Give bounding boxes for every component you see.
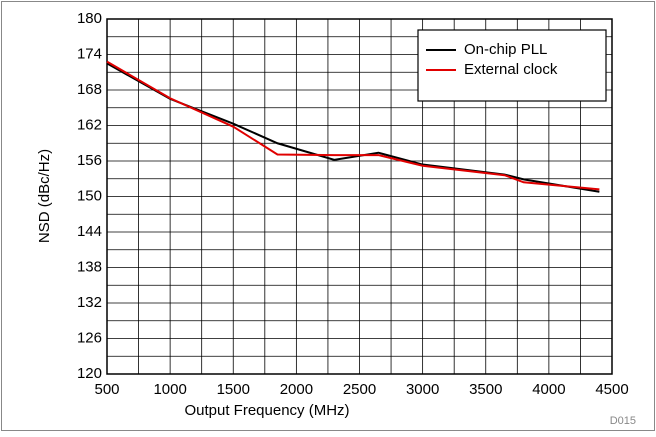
x-tick-label: 2500 — [343, 381, 376, 398]
data-line — [106, 60, 600, 191]
plot-border — [106, 18, 613, 375]
y-tick-label: 132 — [77, 294, 102, 311]
legend-label: External clock — [464, 61, 558, 78]
y-tick-label: 150 — [77, 187, 102, 204]
x-axis-label: Output Frequency (MHz) — [184, 402, 349, 419]
y-tick-label: 174 — [77, 45, 102, 62]
y-tick-label: 156 — [77, 152, 102, 169]
legend-box — [417, 29, 607, 102]
y-tick-label: 168 — [77, 81, 102, 98]
y-tick-label: 120 — [77, 365, 102, 382]
y-tick-label: 162 — [77, 116, 102, 133]
x-tick-label: 500 — [94, 381, 119, 398]
x-tick-label: 2000 — [280, 381, 313, 398]
x-tick-label: 3500 — [469, 381, 502, 398]
y-tick-label: 126 — [77, 329, 102, 346]
y-tick-label: 180 — [77, 10, 102, 27]
x-tick-label: 1500 — [217, 381, 250, 398]
legend-label: On-chip PLL — [464, 41, 547, 58]
y-tick-label: 138 — [77, 258, 102, 275]
x-tick-label: 3000 — [406, 381, 439, 398]
x-tick-label: 4000 — [532, 381, 565, 398]
y-axis-label: NSD (dBc/Hz) — [36, 149, 53, 243]
annotation: D015 — [610, 415, 636, 427]
x-tick-label: 1000 — [153, 381, 186, 398]
x-tick-label: 4500 — [595, 381, 628, 398]
data-line — [106, 62, 600, 193]
y-tick-label: 144 — [77, 223, 102, 240]
